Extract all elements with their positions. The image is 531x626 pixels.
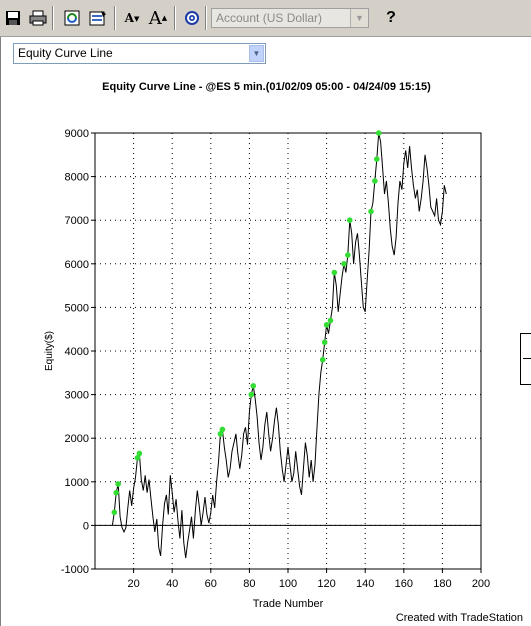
data-marker [134, 455, 141, 461]
series-equity [111, 132, 447, 559]
x-tick-label: 40 [166, 578, 178, 590]
y-tick-label: -1000 [61, 564, 89, 576]
y-tick-label: 6000 [65, 259, 89, 271]
x-tick-label: 60 [205, 578, 217, 590]
x-tick-label: 160 [395, 578, 413, 590]
chevron-down-icon: ▼ [249, 45, 264, 62]
save-icon[interactable] [2, 7, 24, 29]
data-marker [250, 383, 257, 389]
print-icon[interactable] [27, 7, 49, 29]
report-selector-value: Equity Curve Line [18, 46, 113, 60]
x-axis-label: Trade Number [253, 598, 324, 610]
data-marker [327, 317, 334, 324]
grid [95, 133, 481, 569]
account-dropdown[interactable]: Account (US Dollar) ▼ [211, 8, 369, 28]
data-marker [111, 509, 118, 516]
data-marker [113, 489, 120, 496]
chart-title: Equity Curve Line - @ES 5 min.(01/02/09 … [102, 81, 431, 93]
axes: -1000 0 1000 2000 3000 4000 5000 6000 7000 8000 90… [61, 128, 490, 590]
account-dropdown-value: Account (US Dollar) [216, 11, 323, 25]
data-marker [331, 269, 338, 276]
x-tick-label: 140 [356, 578, 374, 590]
scroll-handle[interactable] [520, 333, 531, 385]
data-marker [217, 431, 224, 437]
x-tick-label: 20 [127, 578, 139, 590]
data-marker [341, 261, 347, 267]
data-marker [373, 156, 380, 162]
toolbar-separator [114, 6, 116, 30]
y-tick-label: 8000 [65, 172, 89, 184]
x-tick-label: 180 [433, 578, 451, 590]
toolbar-separator [52, 6, 54, 30]
toolbar: A ▼ A ▲ Account (US Dollar) ▼ ? [0, 0, 531, 37]
y-tick-label: 9000 [65, 128, 89, 140]
series-line [111, 132, 447, 559]
decrease-font-glyph: A [124, 11, 134, 25]
data-marker [375, 130, 382, 136]
data-marker [372, 178, 378, 184]
data-marker [321, 339, 328, 346]
increase-font-icon[interactable]: A ▲ [148, 7, 168, 29]
footer-credit: Created with TradeStation [395, 612, 523, 624]
data-marker [115, 481, 121, 487]
toolbar-separator [205, 6, 207, 30]
toolbar-separator [174, 6, 176, 30]
chevron-down-icon: ▼ [350, 9, 368, 27]
properties-icon[interactable] [87, 7, 109, 29]
y-tick-label: 4000 [65, 346, 89, 358]
data-marker [368, 208, 374, 215]
data-marker [219, 426, 226, 433]
y-tick-label: 2000 [65, 433, 89, 445]
data-marker [319, 356, 326, 363]
x-tick-label: 120 [317, 578, 335, 590]
y-tick-label: 3000 [65, 390, 89, 402]
y-tick-label: 0 [83, 520, 89, 532]
data-marker [323, 322, 330, 328]
help-icon[interactable]: ? [380, 7, 402, 29]
report-panel: Equity Curve Line ▼ Equity Curve Line - … [0, 37, 531, 626]
y-axis-label: Equity($) [44, 331, 55, 371]
data-marker [136, 450, 143, 457]
x-tick-label: 100 [279, 578, 297, 590]
data-marker [248, 391, 255, 398]
y-tick-label: 7000 [65, 215, 89, 227]
y-tick-label: 5000 [65, 302, 89, 314]
increase-font-glyph: A [148, 7, 162, 29]
target-icon[interactable] [181, 7, 203, 29]
data-marker [346, 217, 353, 223]
help-glyph: ? [386, 9, 396, 26]
x-tick-label: 200 [472, 578, 490, 590]
y-tick-label: 1000 [65, 477, 89, 489]
markers [111, 130, 382, 516]
refresh-icon[interactable] [61, 7, 83, 29]
data-marker [345, 252, 351, 258]
x-tick-label: 80 [243, 578, 255, 590]
decrease-font-icon[interactable]: A ▼ [124, 11, 140, 25]
report-selector[interactable]: Equity Curve Line ▼ [13, 43, 266, 64]
